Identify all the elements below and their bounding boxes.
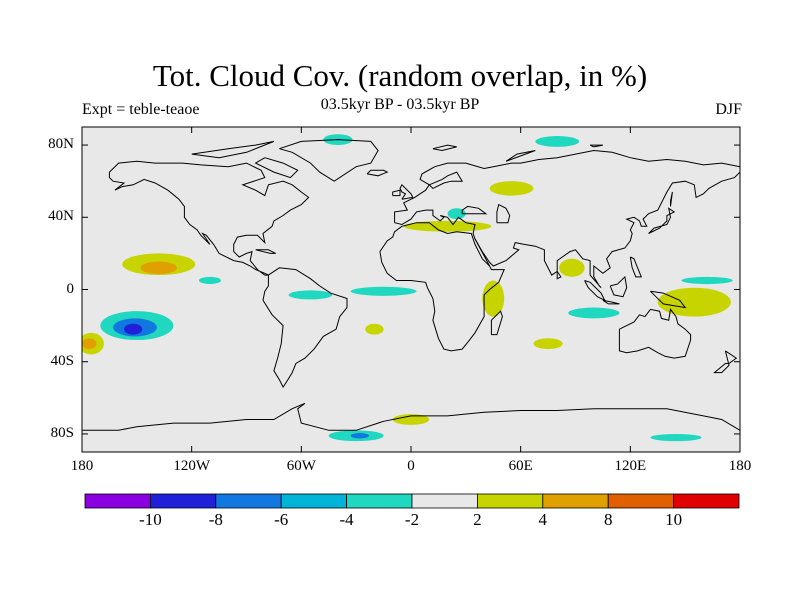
coastline-new-zealand: [713, 350, 738, 374]
anomaly-east-africa-positive: [482, 280, 505, 317]
anomaly-layer: [82, 134, 733, 442]
colorbar-label: 8: [603, 510, 613, 529]
coastline-baffin-island: [254, 157, 299, 179]
coastline-severnaya-siberia-islands: [589, 144, 603, 148]
anomaly-pacific-north-positive-core: [140, 261, 178, 275]
coastline-sri-lanka: [556, 271, 562, 280]
colorbar-swatch: [215, 493, 282, 509]
anomaly-eastern-pacific-negative: [198, 276, 221, 285]
x-tick-label: 120E: [614, 458, 647, 474]
colorbar-label: -8: [208, 510, 223, 529]
anomaly-west-pacific-negative: [681, 276, 733, 285]
anomaly-arctic-eurasia-negative: [535, 136, 580, 147]
coastline-canadian-arctic: [191, 140, 275, 159]
coastline-greenland: [279, 139, 379, 182]
coastline-japan: [648, 207, 676, 234]
coastline-novaya-zemlya: [505, 150, 536, 162]
x-tick-label: 60E: [508, 458, 533, 474]
colorbar-swatch: [280, 493, 348, 509]
anomaly-central-asia-positive: [489, 181, 534, 196]
colorbar-label: 2: [473, 510, 482, 529]
colorbar-swatch: [346, 493, 413, 509]
coastline-layer: [82, 139, 740, 431]
y-tick-label: 80N: [48, 136, 74, 153]
coastline-great-britain: [399, 183, 414, 200]
colorbar-swatch: [607, 493, 675, 509]
y-tick-label: 0: [66, 280, 75, 297]
coastline-north-america: [108, 160, 310, 276]
colorbar-label: 10: [665, 510, 683, 529]
colorbar-swatch: [542, 493, 609, 509]
colorbar-swatch: [84, 493, 151, 509]
colorbar-swatch: [411, 493, 478, 509]
coastline-svalbard: [432, 144, 457, 152]
anomaly-india-south-positive: [559, 258, 585, 277]
colorbar-swatch: [673, 493, 740, 509]
y-tick-label: 40N: [48, 208, 74, 225]
season-label: DJF: [715, 101, 742, 118]
x-tick-label: 180: [70, 458, 94, 474]
coastline-java: [602, 299, 620, 305]
x-tick-label: 0: [407, 458, 415, 474]
map-subtitle: 03.5kyr BP - 03.5kyr BP: [320, 96, 480, 113]
coastline-black-sea: [461, 205, 488, 215]
anomaly-antarctic-coast-positive: [392, 414, 430, 425]
colorbar-label: 4: [538, 510, 548, 529]
anomaly-indian-ocean-negative: [568, 307, 620, 319]
anomaly-southern-ocean-indian-negative: [650, 433, 702, 442]
map-title: Tot. Cloud Cov. (random overlap, in %): [152, 58, 648, 93]
anomaly-amazon-negative: [288, 290, 333, 300]
coastline-philippines: [629, 256, 643, 278]
coastline-cuba: [255, 249, 276, 254]
experiment-label: Expt = teble-teaoe: [82, 101, 200, 118]
coastline-madagascar: [490, 310, 503, 336]
anomaly-south-indian-positive: [533, 338, 563, 350]
colorbar-label: -6: [274, 510, 289, 529]
coastline-new-guinea: [650, 290, 687, 309]
colorbar-label: -2: [404, 510, 420, 529]
colorbar: [84, 493, 740, 509]
coastline-australia: [618, 308, 692, 359]
anomaly-pacific-south-negative-core: [124, 323, 143, 335]
anomaly-south-atlantic-positive: [365, 323, 384, 335]
x-tick-label: 120W: [173, 458, 210, 474]
coastline-south-america: [262, 267, 348, 388]
coastline-iceland: [366, 169, 389, 177]
coastline-ireland: [392, 189, 401, 197]
y-tick-label: 40S: [50, 352, 74, 369]
x-tick-label: 60W: [286, 458, 316, 474]
x-tick-label: 180: [728, 458, 752, 474]
colorbar-label: -10: [139, 510, 162, 529]
coastline-africa: [379, 222, 505, 352]
axis-ticks: [81, 127, 741, 452]
coastline-scandinavia-baltic: [428, 171, 464, 190]
colorbar-swatch: [149, 493, 217, 509]
anomaly-southern-ocean-atlantic-negative-core: [350, 433, 369, 439]
coastline-caspian-sea: [496, 203, 511, 224]
coastline-borneo: [609, 275, 628, 298]
anomaly-pacific-southwest-positive-core: [82, 338, 97, 350]
coastline-antarctica: [82, 402, 740, 431]
coastline-kamchatka-sakhalin: [670, 191, 673, 207]
anomaly-atlantic-equatorial-negative: [350, 286, 417, 296]
anomaly-maritime-continent-positive: [657, 287, 731, 317]
anomaly-north-atlantic-negative: [447, 208, 466, 220]
coastline-arabian-red-sea: [474, 238, 491, 267]
colorbar-label: -4: [339, 510, 354, 529]
coastline-eurasia: [394, 149, 740, 289]
colorbar-swatch: [476, 493, 544, 509]
y-tick-label: 80S: [50, 424, 74, 441]
